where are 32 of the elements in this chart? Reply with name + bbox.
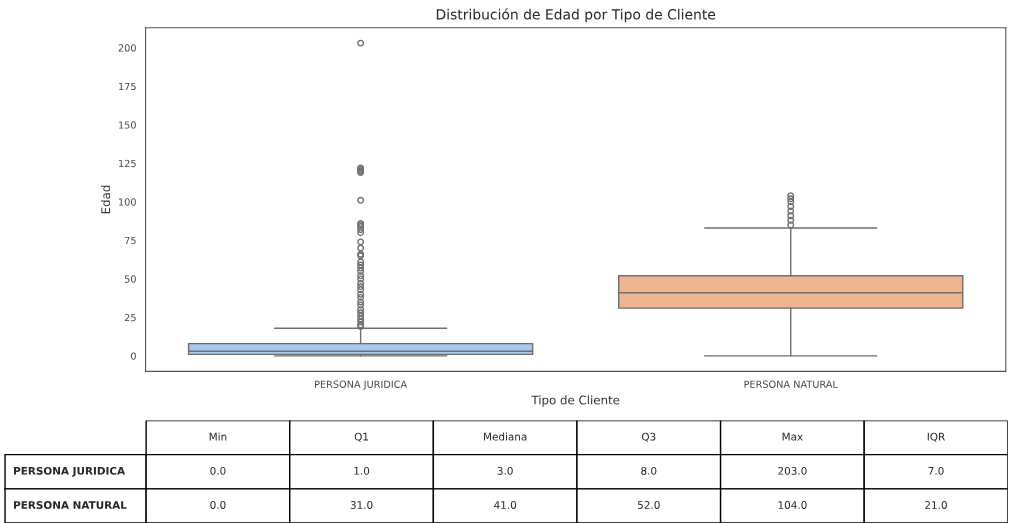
y-tick-label: 200 (118, 44, 136, 52)
text: 41.0 (494, 501, 517, 509)
y-tick-label: 150 (119, 121, 136, 129)
y-tick-label: 25 (124, 313, 136, 322)
category-label: Min (209, 432, 227, 441)
text: 8.0 (641, 466, 657, 475)
text: 3.0 (497, 466, 513, 475)
y-axis-title: Edad (101, 185, 111, 214)
category-label: PERSONA JURIDICA (14, 466, 126, 477)
y-tick-label: 0 (131, 352, 136, 360)
y-tick-label: 50 (124, 275, 136, 283)
y-tick-label: 100 (119, 198, 136, 206)
category-label: Max (782, 432, 803, 441)
text: 104.0 (778, 501, 807, 509)
y-tick-label: 75 (124, 236, 136, 245)
chart-title: Distribución de Edad por Tipo de Cliente (436, 8, 716, 23)
text: 0.0 (210, 501, 226, 509)
text: 0.0 (210, 466, 226, 475)
text: 52.0 (637, 501, 660, 509)
text: 31.0 (350, 501, 373, 509)
text: 21.0 (925, 501, 947, 509)
category-label: Mediana (484, 432, 527, 441)
category-label: Q1 (354, 432, 369, 442)
y-tick-label: 125 (119, 159, 136, 168)
category-label: PERSONA NATURAL (14, 501, 127, 509)
category-label: Q3 (641, 432, 656, 442)
x-axis-title: Tipo de Cliente (531, 395, 620, 407)
text: 1.0 (354, 466, 370, 475)
text: 203.0 (778, 466, 807, 475)
category-label: IQR (927, 432, 945, 442)
text: 7.0 (928, 466, 944, 475)
y-tick-label: 175 (119, 82, 136, 91)
